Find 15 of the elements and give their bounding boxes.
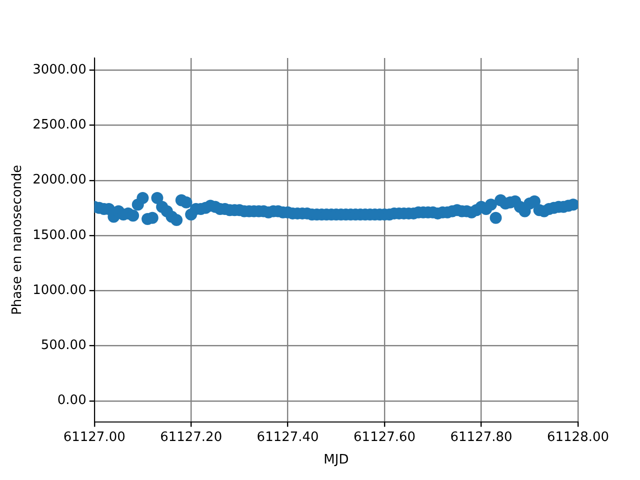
y-tick-label: 3000.00	[32, 62, 86, 78]
x-tick-label: 61127.60	[354, 430, 416, 445]
x-tick-label: 61127.20	[160, 430, 222, 445]
x-tick-label: 61128.00	[546, 430, 610, 445]
y-tick-label: 1000.00	[32, 282, 86, 298]
y-tick-label: 1500.00	[32, 228, 86, 243]
x-axis-title: MJD	[324, 452, 349, 468]
x-tick-label: 61127.40	[256, 430, 319, 445]
y-axis-title: Phase en nanoseconde	[10, 164, 26, 315]
x-tick-label: 61127.80	[450, 430, 512, 445]
x-tick-label: 61127.00	[63, 430, 126, 445]
y-tick-label: 2000.00	[32, 172, 86, 188]
y-tick-label: 0.00	[57, 393, 86, 408]
y-tick-label: 2500.00	[32, 118, 86, 133]
y-tick-label: 500.00	[40, 338, 86, 354]
